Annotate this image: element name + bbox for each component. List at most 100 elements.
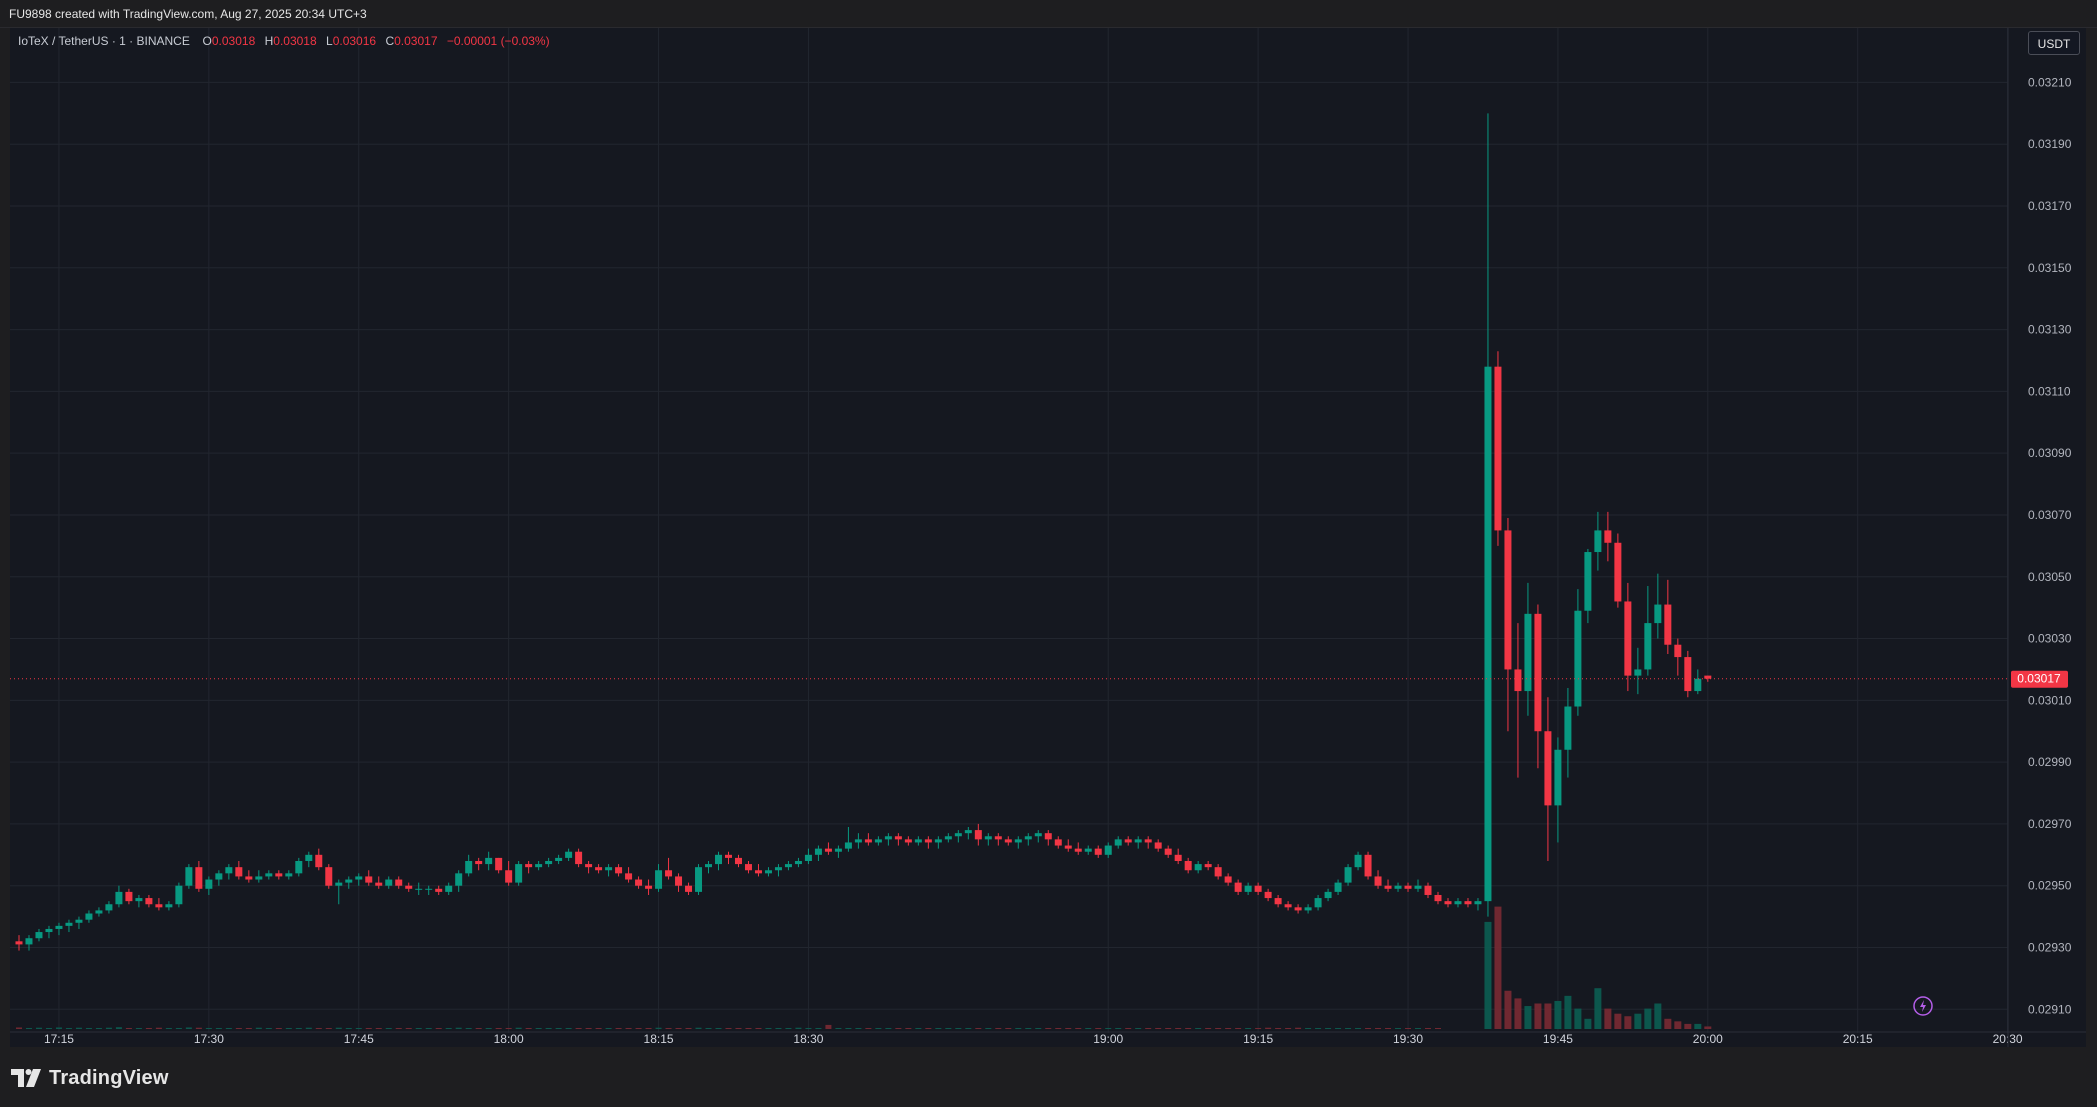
candle-body [625,873,633,880]
candle-body [1134,839,1142,843]
candle-body [25,938,33,945]
volume-bar [1025,1028,1032,1029]
candle-body [225,867,233,874]
volume-bar [495,1028,502,1029]
volume-bar [235,1028,242,1029]
candle-body [1464,901,1472,905]
volume-bar [1564,995,1572,1029]
volume-bar [1484,921,1492,1029]
candle-body [1624,601,1632,676]
candle-body [1244,885,1252,892]
volume-bar [555,1028,562,1029]
volume-bar [365,1027,372,1029]
candle-body [1264,891,1272,899]
volume-bar [1135,1028,1142,1029]
candle-body [1234,882,1242,892]
volume-bar [1524,1006,1532,1029]
volume-bar [855,1027,862,1029]
candle-body [115,891,123,905]
candle-body [55,925,63,929]
candle-body [834,848,842,852]
candle-body [275,873,283,877]
candle-body [1024,836,1032,840]
volume-bar [295,1027,302,1029]
volume-bar [1494,906,1502,1029]
candle-body [365,876,373,883]
currency-button[interactable]: USDT [2028,31,2080,55]
candle-body [1564,706,1572,750]
volume-bar [1175,1028,1182,1029]
candle-body [1104,845,1112,855]
candle-body [814,848,822,855]
price-axis-label: 0.03210 [2028,75,2072,89]
volume-bar [1684,1023,1692,1029]
candle-body [675,876,683,886]
candle-body [715,854,723,865]
volume-bar [1205,1027,1212,1029]
candle-body [1034,833,1042,837]
volume-bar [565,1027,572,1029]
candle-body [585,864,593,868]
volume-bar [1295,1027,1302,1029]
volume-bar [1015,1027,1022,1029]
tradingview-logo[interactable]: TradingView [11,1066,169,1090]
volume-bar [1674,1021,1682,1029]
volume-bar [345,1027,352,1029]
volume-bar [595,1028,602,1029]
volume-bar [1405,1028,1412,1029]
close-label: C [385,34,395,48]
chart-pane[interactable]: 0.03210 0.03190 0.03170 0.03150 0.03130 0.031… [10,28,2086,1047]
volume-bar [1694,1023,1702,1029]
volume-bar [1085,1028,1092,1029]
candle-body [1094,848,1102,855]
candle-body [325,867,333,886]
volume-bar [985,1028,992,1029]
candle-body [575,851,583,865]
candle-body [555,857,563,861]
volume-bar [195,1027,202,1029]
volume-bar [1624,1016,1632,1029]
low-label: L [326,34,333,48]
volume-bar [1664,1018,1672,1029]
candle-body [1014,839,1022,843]
high-label: H [264,34,274,48]
candle-body [375,882,383,886]
candle-body [165,904,173,908]
volume-bar [675,1028,682,1029]
volume-bar [1275,1027,1282,1029]
snapshot-caption: FU9898 created with TradingView.com, Aug… [9,7,367,21]
volume-bar [875,1028,882,1029]
candle-body [385,879,393,886]
candlestick-chart[interactable]: 0.03210 0.03190 0.03170 0.03150 0.03130 0.031… [10,28,2086,1047]
symbol-legend: IoTeX / TetherUS · 1 · BINANCE O0.03018 … [18,34,556,48]
volume-bar [715,1028,722,1029]
volume-bar [885,1027,892,1029]
volume-bar [145,1027,152,1029]
volume-bar [1215,1028,1222,1029]
volume-bar [185,1027,192,1029]
volume-bar [415,1028,422,1029]
price-axis-label: 0.02930 [2028,940,2072,954]
volume-bar [1165,1028,1172,1029]
volume-bar [115,1027,122,1029]
volume-bar [795,1027,802,1029]
volume-bar [105,1027,112,1029]
candle-body [1354,854,1362,868]
candle-body [1524,613,1532,692]
symbol-title[interactable]: IoTeX / TetherUS · 1 · BINANCE [18,34,190,48]
candle-body [455,873,463,886]
volume-bar [45,1027,52,1029]
candle-body [605,867,613,871]
lightning-icon[interactable] [1913,996,1933,1016]
price-axis-label: 0.02970 [2028,817,2072,831]
volume-bar [935,1028,942,1029]
candle-body [1224,876,1232,883]
candle-body [1584,552,1592,611]
candle-body [864,839,872,843]
volume-bar [175,1027,182,1029]
candle-body [1074,848,1082,852]
volume-bar [515,1027,522,1029]
open-value: 0.03018 [211,34,256,48]
candle-body [255,876,263,880]
volume-bar [285,1028,292,1029]
